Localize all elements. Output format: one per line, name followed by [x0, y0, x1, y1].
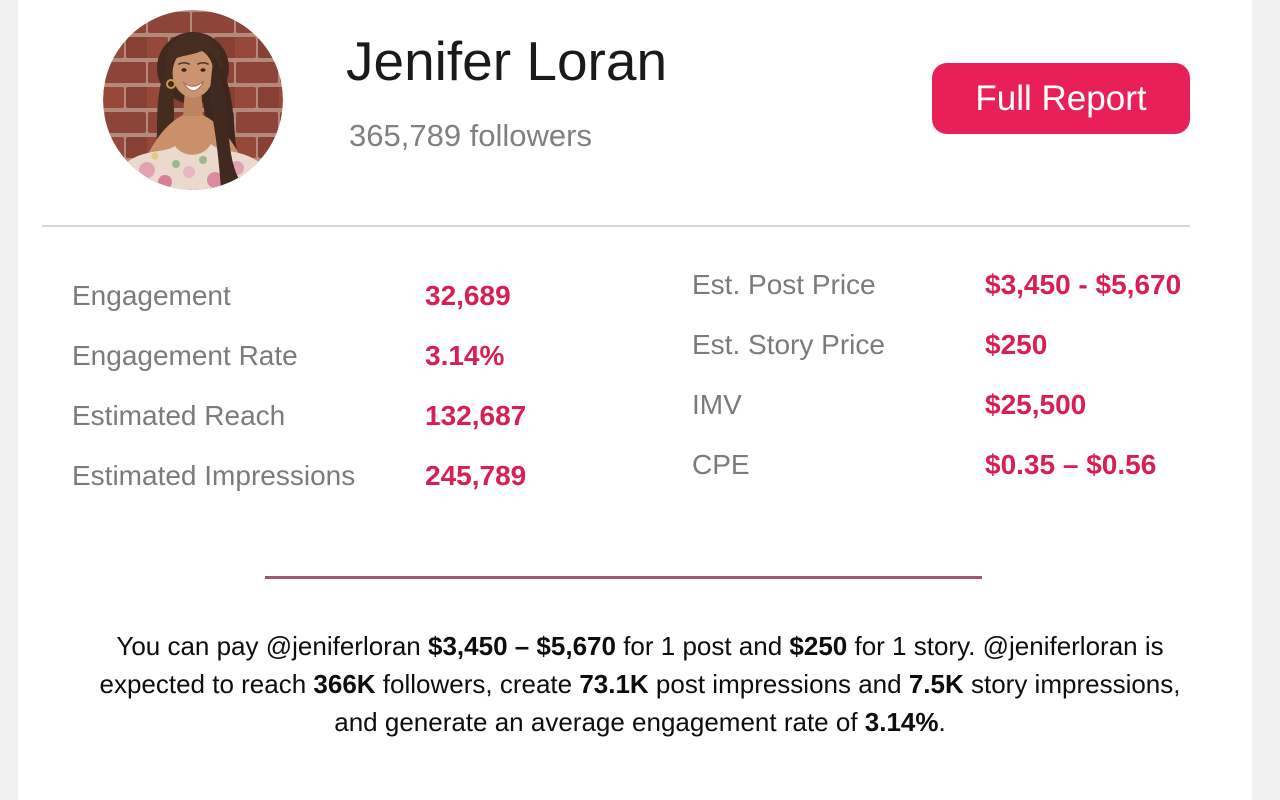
stat-value: 3.14%: [425, 340, 505, 371]
stat-label: Estimated Reach: [72, 400, 286, 431]
header-divider: [42, 225, 1190, 227]
profile-photo: [103, 10, 283, 190]
stat-label: Estimated Impressions: [72, 460, 356, 491]
summary-text: You can pay @jeniferloran $3,450 – $5,67…: [62, 627, 1218, 741]
stat-label: Est. Story Price: [692, 329, 885, 360]
stat-row: CPE $0.35 – $0.56: [692, 435, 1181, 495]
followers-count: 365,789 followers: [349, 118, 592, 153]
stats-column-left: Engagement 32,689 Engagement Rate 3.14% Esti…: [72, 266, 526, 506]
stat-value: $3,450 - $5,670: [985, 269, 1182, 300]
stat-row: Engagement Rate 3.14%: [72, 326, 526, 386]
stat-row: Est. Post Price $3,450 - $5,670: [692, 255, 1181, 315]
stat-row: Estimated Impressions 245,789: [72, 446, 526, 506]
stat-value: 245,789: [425, 460, 527, 491]
stat-label: CPE: [692, 449, 750, 480]
page-margin-right: [1252, 0, 1280, 800]
avatar: [103, 10, 283, 190]
profile-name: Jenifer Loran: [346, 30, 668, 92]
stat-label: IMV: [692, 389, 742, 420]
page-margin-left: [0, 0, 18, 800]
stat-value: $250: [985, 329, 1048, 360]
stats-column-right: Est. Post Price $3,450 - $5,670 Est. Story…: [692, 255, 1181, 495]
summary-divider: [265, 576, 982, 579]
stat-label: Engagement Rate: [72, 340, 298, 371]
stat-row: Est. Story Price $250: [692, 315, 1181, 375]
stat-label: Engagement: [72, 280, 231, 311]
stat-value: $0.35 – $0.56: [985, 449, 1157, 480]
summary-line: expected to reach 366K followers, create…: [99, 669, 1181, 699]
stat-value: 32,689: [425, 280, 511, 311]
stat-value: $25,500: [985, 389, 1087, 420]
stat-value: 132,687: [425, 400, 527, 431]
summary-line: and generate an average engagement rate …: [334, 707, 946, 737]
stat-label: Est. Post Price: [692, 269, 876, 300]
stat-row: IMV $25,500: [692, 375, 1181, 435]
stat-row: Estimated Reach 132,687: [72, 386, 526, 446]
stat-row: Engagement 32,689: [72, 266, 526, 326]
summary-line: You can pay @jeniferloran $3,450 – $5,67…: [116, 631, 1164, 661]
full-report-button[interactable]: Full Report: [932, 63, 1190, 134]
